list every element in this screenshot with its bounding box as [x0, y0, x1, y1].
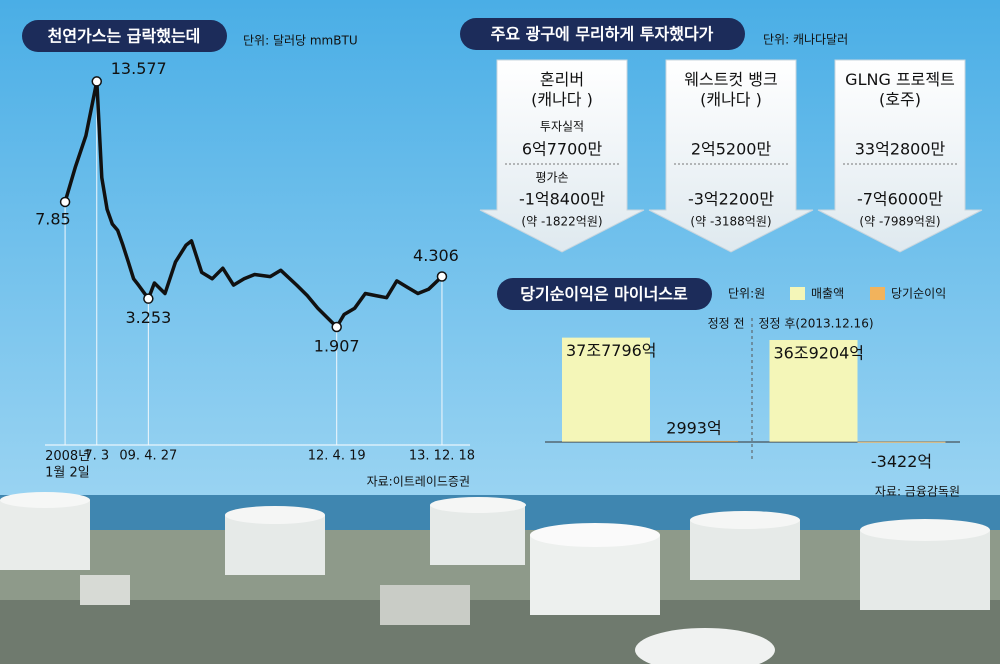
value-label: 2993억	[666, 418, 721, 437]
point	[143, 293, 154, 304]
legend-swatch	[870, 287, 885, 300]
x-tick-label: 09. 4. 27	[119, 449, 177, 464]
title-pill	[497, 278, 712, 310]
loss-krw: (약 -7989억원)	[859, 214, 940, 229]
investment-value: 2억5200만	[691, 140, 772, 159]
chart-title: 당기순이익은 마이너스로	[520, 285, 688, 304]
point	[59, 196, 71, 208]
arrow	[648, 59, 814, 253]
legend-label: 당기순이익	[891, 287, 946, 301]
title-pill	[460, 18, 745, 50]
x-tick-label: 7. 3	[84, 449, 109, 464]
project-name: 혼리버 (캐나다 )	[531, 70, 593, 109]
value-label: 4.306	[413, 246, 459, 265]
bar	[857, 441, 946, 443]
arrow	[479, 59, 645, 253]
bar	[562, 337, 650, 442]
bar	[650, 440, 738, 442]
point	[436, 271, 448, 282]
value-label: 7.85	[35, 209, 71, 228]
project-name: GLNG 프로젝트 (호주)	[845, 70, 955, 109]
legend-swatch	[790, 287, 805, 300]
value-label: 37조7796억	[566, 341, 657, 360]
bar	[769, 339, 858, 442]
x-tick-label: 13. 12. 18	[409, 449, 475, 464]
row-label: 투자실적	[540, 120, 584, 134]
price-line	[63, 79, 444, 329]
value-label: 3.253	[125, 308, 171, 327]
chart-title: 천연가스는 급락했는데	[48, 27, 201, 46]
legend-label: 매출액	[811, 287, 844, 301]
category-label: 정정 후(2013.12.16)	[759, 317, 874, 331]
value-label: -3422억	[871, 452, 932, 471]
source: 자료: 금융감독원	[875, 485, 960, 499]
project-name: 웨스트컷 뱅크 (캐나다 )	[684, 70, 777, 109]
plant-photo	[0, 492, 1000, 664]
value-label: 36조9204억	[774, 343, 865, 362]
x-tick-label: 2008년 1월 2일	[45, 449, 90, 480]
unit: 단위: 캐나다달러	[763, 33, 848, 47]
loss-krw: (약 -1822억원)	[521, 214, 602, 229]
loss-value: -7억6000만	[857, 190, 943, 209]
point	[331, 321, 342, 333]
loss-krw: (약 -3188억원)	[690, 214, 771, 229]
investment-value: 6억7700만	[522, 140, 603, 159]
arrow	[817, 59, 983, 253]
unit: 단위: 달러당 mmBTU	[243, 34, 358, 48]
category-label: 정정 전	[708, 317, 745, 331]
value-label: 13.577	[111, 59, 167, 78]
unit: 단위:원	[728, 287, 765, 301]
source: 자료:이트레이드증권	[367, 475, 470, 489]
loss-value: -3억2200만	[688, 190, 774, 209]
title-pill	[22, 20, 227, 52]
section-title: 주요 광구에 무리하게 투자했다가	[491, 25, 714, 44]
point	[91, 76, 103, 87]
row-label: 평가손	[535, 171, 568, 185]
loss-value: -1억8400만	[519, 190, 605, 209]
investment-value: 33억2800만	[855, 140, 946, 159]
x-tick-label: 12. 4. 19	[308, 449, 366, 464]
value-label: 1.907	[314, 337, 360, 356]
